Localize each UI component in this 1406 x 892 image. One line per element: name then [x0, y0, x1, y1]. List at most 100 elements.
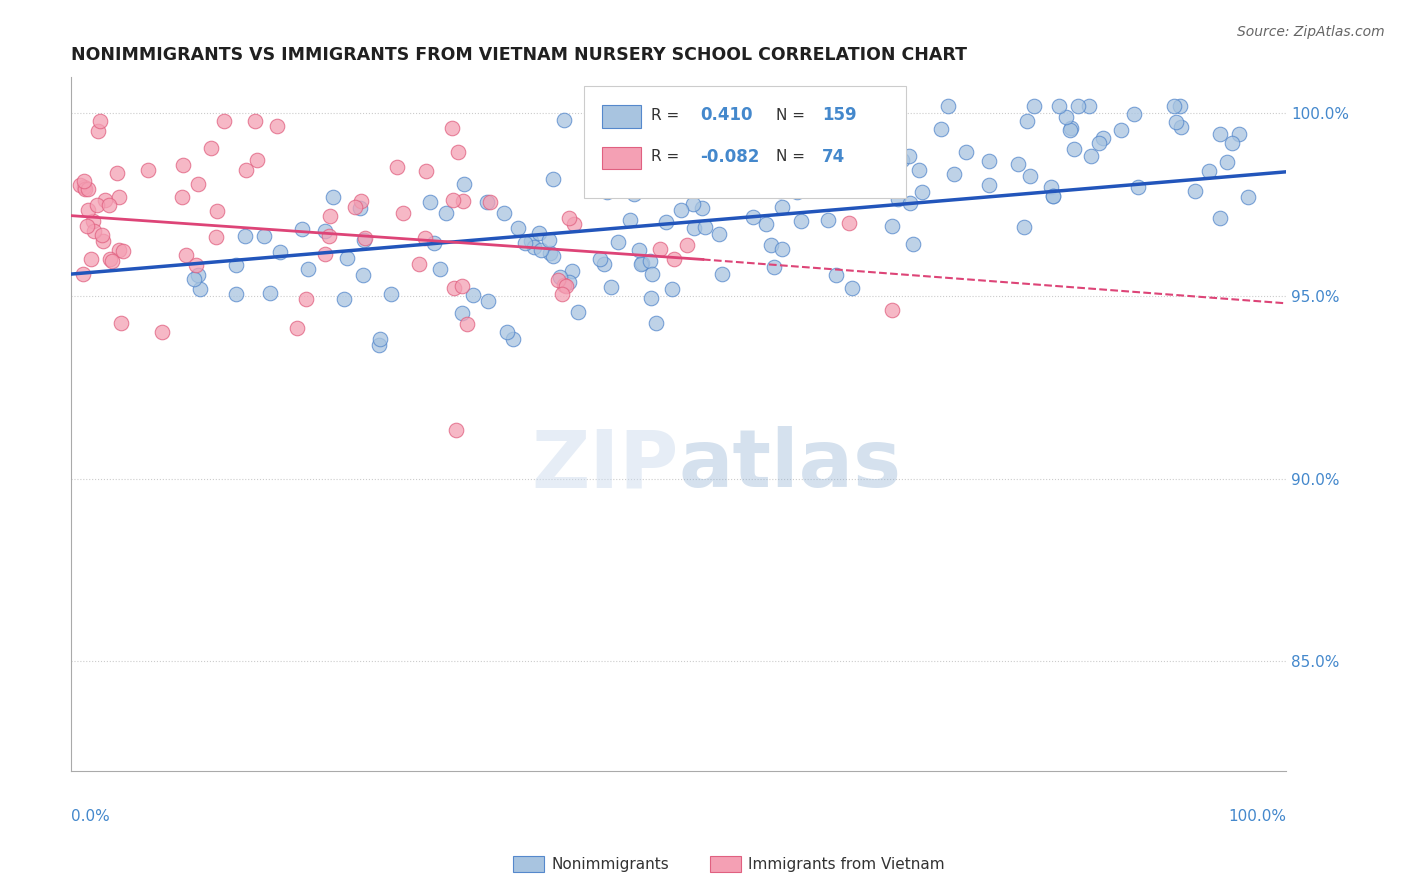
- Point: [100, 254, 122, 268]
- Point: [817, 213, 839, 227]
- Point: [630, 257, 652, 271]
- Point: [595, 186, 617, 200]
- Point: [877, 151, 900, 165]
- Point: [495, 326, 517, 340]
- Text: ZIP: ZIP: [531, 426, 679, 504]
- Point: [380, 286, 402, 301]
- Point: [188, 282, 211, 296]
- Point: [803, 161, 825, 176]
- Point: [297, 262, 319, 277]
- Point: [1184, 185, 1206, 199]
- Point: [543, 172, 565, 186]
- Point: [456, 317, 478, 331]
- Point: [73, 180, 96, 194]
- FancyBboxPatch shape: [602, 147, 641, 169]
- Text: Nonimmigrants: Nonimmigrants: [551, 857, 669, 871]
- Point: [91, 234, 114, 248]
- Point: [538, 246, 561, 260]
- Point: [654, 215, 676, 229]
- Text: 159: 159: [823, 106, 856, 124]
- Point: [463, 287, 485, 301]
- Point: [451, 306, 474, 320]
- Text: Immigrants from Vietnam: Immigrants from Vietnam: [748, 857, 945, 871]
- Point: [1216, 154, 1239, 169]
- Point: [172, 157, 194, 171]
- Point: [1080, 148, 1102, 162]
- Point: [853, 117, 876, 131]
- Point: [547, 272, 569, 286]
- Point: [368, 338, 391, 352]
- Point: [716, 173, 738, 187]
- Point: [1236, 189, 1258, 203]
- Point: [769, 184, 792, 198]
- Point: [562, 218, 585, 232]
- Point: [553, 278, 575, 293]
- Point: [187, 177, 209, 191]
- Point: [640, 254, 662, 268]
- Point: [1109, 123, 1132, 137]
- Point: [640, 292, 662, 306]
- Point: [841, 281, 863, 295]
- Point: [666, 172, 689, 186]
- Point: [529, 227, 551, 241]
- Point: [269, 245, 291, 260]
- Text: N =: N =: [776, 108, 804, 122]
- Point: [1019, 169, 1042, 183]
- Point: [1054, 110, 1077, 124]
- Point: [770, 242, 793, 256]
- Point: [593, 257, 616, 271]
- Point: [838, 216, 860, 230]
- Point: [631, 171, 654, 186]
- Point: [72, 267, 94, 281]
- Point: [318, 229, 340, 244]
- Point: [1209, 211, 1232, 225]
- Point: [1007, 157, 1029, 171]
- Point: [1066, 99, 1088, 113]
- Point: [733, 183, 755, 197]
- Point: [942, 167, 965, 181]
- Point: [627, 183, 650, 197]
- Point: [679, 103, 702, 118]
- Text: R =: R =: [651, 149, 679, 164]
- FancyBboxPatch shape: [583, 86, 905, 198]
- Point: [1220, 136, 1243, 150]
- Point: [665, 150, 688, 164]
- Point: [291, 221, 314, 235]
- Point: [368, 332, 391, 346]
- Point: [391, 206, 413, 220]
- Point: [849, 181, 872, 195]
- Text: atlas: atlas: [679, 426, 901, 504]
- Point: [548, 270, 571, 285]
- Point: [1077, 99, 1099, 113]
- Point: [184, 259, 207, 273]
- Point: [295, 292, 318, 306]
- Point: [626, 142, 648, 156]
- Point: [107, 244, 129, 258]
- Point: [513, 236, 536, 251]
- Point: [855, 155, 877, 169]
- Point: [786, 185, 808, 199]
- Point: [82, 214, 104, 228]
- Point: [825, 268, 848, 282]
- Point: [350, 194, 373, 209]
- Point: [77, 182, 100, 196]
- Point: [661, 282, 683, 296]
- Point: [890, 153, 912, 168]
- Text: 0.0%: 0.0%: [72, 809, 110, 824]
- Point: [502, 332, 524, 346]
- Point: [176, 248, 198, 262]
- Point: [810, 145, 832, 160]
- Point: [884, 99, 907, 113]
- Point: [434, 206, 457, 220]
- Point: [641, 268, 664, 282]
- Point: [607, 235, 630, 249]
- Point: [354, 230, 377, 244]
- Point: [977, 178, 1000, 192]
- Point: [440, 120, 463, 135]
- Point: [1164, 115, 1187, 129]
- Point: [352, 268, 374, 282]
- Point: [453, 194, 475, 208]
- Point: [693, 220, 716, 235]
- Point: [1227, 128, 1250, 142]
- Point: [644, 316, 666, 330]
